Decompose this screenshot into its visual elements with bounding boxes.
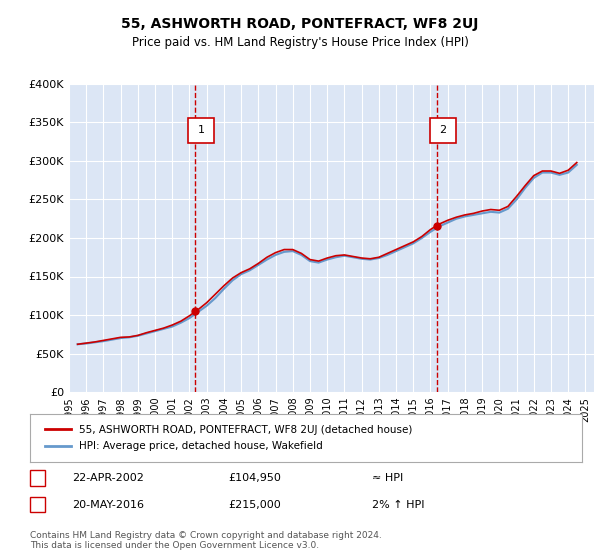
Legend: 55, ASHWORTH ROAD, PONTEFRACT, WF8 2UJ (detached house), HPI: Average price, det: 55, ASHWORTH ROAD, PONTEFRACT, WF8 2UJ (… [41, 421, 417, 455]
Text: 2: 2 [34, 500, 41, 510]
Text: £215,000: £215,000 [228, 500, 281, 510]
Text: £104,950: £104,950 [228, 473, 281, 483]
Text: 22-APR-2002: 22-APR-2002 [72, 473, 144, 483]
Text: 1: 1 [197, 125, 205, 135]
Text: 2% ↑ HPI: 2% ↑ HPI [372, 500, 425, 510]
Text: Contains HM Land Registry data © Crown copyright and database right 2024.
This d: Contains HM Land Registry data © Crown c… [30, 530, 382, 550]
Text: 20-MAY-2016: 20-MAY-2016 [72, 500, 144, 510]
Text: ≈ HPI: ≈ HPI [372, 473, 403, 483]
FancyBboxPatch shape [188, 118, 214, 142]
Text: Price paid vs. HM Land Registry's House Price Index (HPI): Price paid vs. HM Land Registry's House … [131, 36, 469, 49]
Text: 2: 2 [439, 125, 446, 135]
Text: 1: 1 [34, 473, 41, 483]
Text: 55, ASHWORTH ROAD, PONTEFRACT, WF8 2UJ: 55, ASHWORTH ROAD, PONTEFRACT, WF8 2UJ [121, 17, 479, 31]
FancyBboxPatch shape [430, 118, 456, 142]
